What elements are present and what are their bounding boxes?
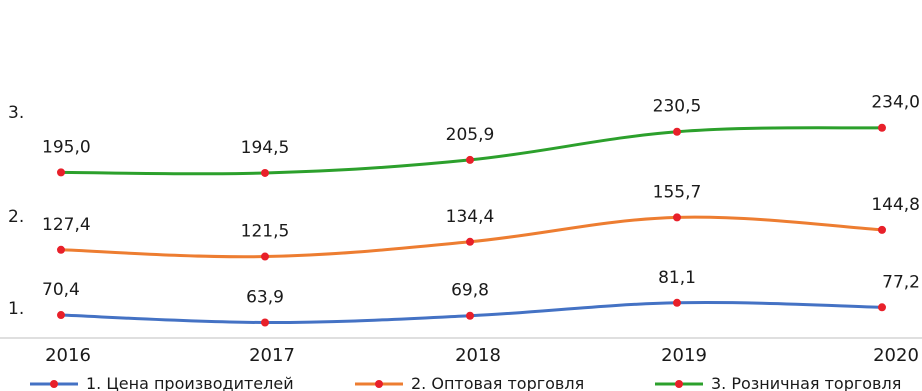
x-tick-label-2020: 2020 — [873, 345, 919, 366]
legend-label-3: 3. Розничная торговля — [711, 374, 901, 391]
data-label-s2-2018: 134,4 — [446, 207, 495, 227]
row-label-2: 2. — [8, 207, 24, 227]
x-tick-label-2017: 2017 — [249, 345, 295, 366]
x-tick-label-2019: 2019 — [661, 345, 707, 366]
data-label-s2-2016: 127,4 — [42, 215, 91, 235]
data-label-s1-2016: 70,4 — [42, 280, 80, 300]
row-label-1: 3. — [8, 103, 24, 123]
data-label-s3-2020: 234,0 — [871, 93, 920, 113]
data-label-s3-2019: 230,5 — [653, 97, 702, 117]
data-point-s2-2017 — [261, 252, 269, 261]
data-label-s2-2019: 155,7 — [653, 182, 702, 202]
data-label-s3-2018: 205,9 — [446, 125, 495, 145]
data-point-s3-2016 — [57, 168, 65, 177]
data-point-s1-2017 — [261, 318, 269, 327]
data-point-s3-2019 — [673, 127, 681, 136]
data-point-s3-2018 — [466, 155, 474, 164]
x-tick-label-2018: 2018 — [455, 345, 501, 366]
data-label-s2-2020: 144,8 — [871, 195, 920, 215]
data-label-s1-2020: 77,2 — [882, 272, 920, 292]
data-label-s1-2017: 63,9 — [246, 288, 284, 308]
data-point-s2-2019 — [673, 213, 681, 222]
data-point-s1-2020 — [878, 303, 886, 312]
data-label-s3-2017: 194,5 — [241, 138, 290, 158]
legend-swatch-marker-3 — [675, 380, 683, 388]
data-point-s1-2018 — [466, 311, 474, 320]
legend-label-1: 1. Цена производителей — [86, 374, 294, 391]
row-label-3: 1. — [8, 299, 24, 319]
data-point-s3-2020 — [878, 123, 886, 132]
x-tick-label-2016: 2016 — [45, 345, 91, 366]
data-point-s1-2016 — [57, 311, 65, 320]
data-point-s3-2017 — [261, 168, 269, 177]
data-point-s2-2018 — [466, 237, 474, 246]
data-point-s2-2020 — [878, 225, 886, 234]
legend-swatch-marker-1 — [50, 380, 58, 388]
data-label-s2-2017: 121,5 — [241, 222, 290, 242]
data-label-s1-2019: 81,1 — [658, 268, 696, 288]
data-point-s1-2019 — [673, 298, 681, 307]
legend-swatch-marker-2 — [375, 380, 383, 388]
data-label-s1-2018: 69,8 — [451, 281, 489, 301]
data-label-s3-2016: 195,0 — [42, 137, 91, 157]
data-point-s2-2016 — [57, 245, 65, 254]
legend-label-2: 2. Оптовая торговля — [411, 374, 584, 391]
